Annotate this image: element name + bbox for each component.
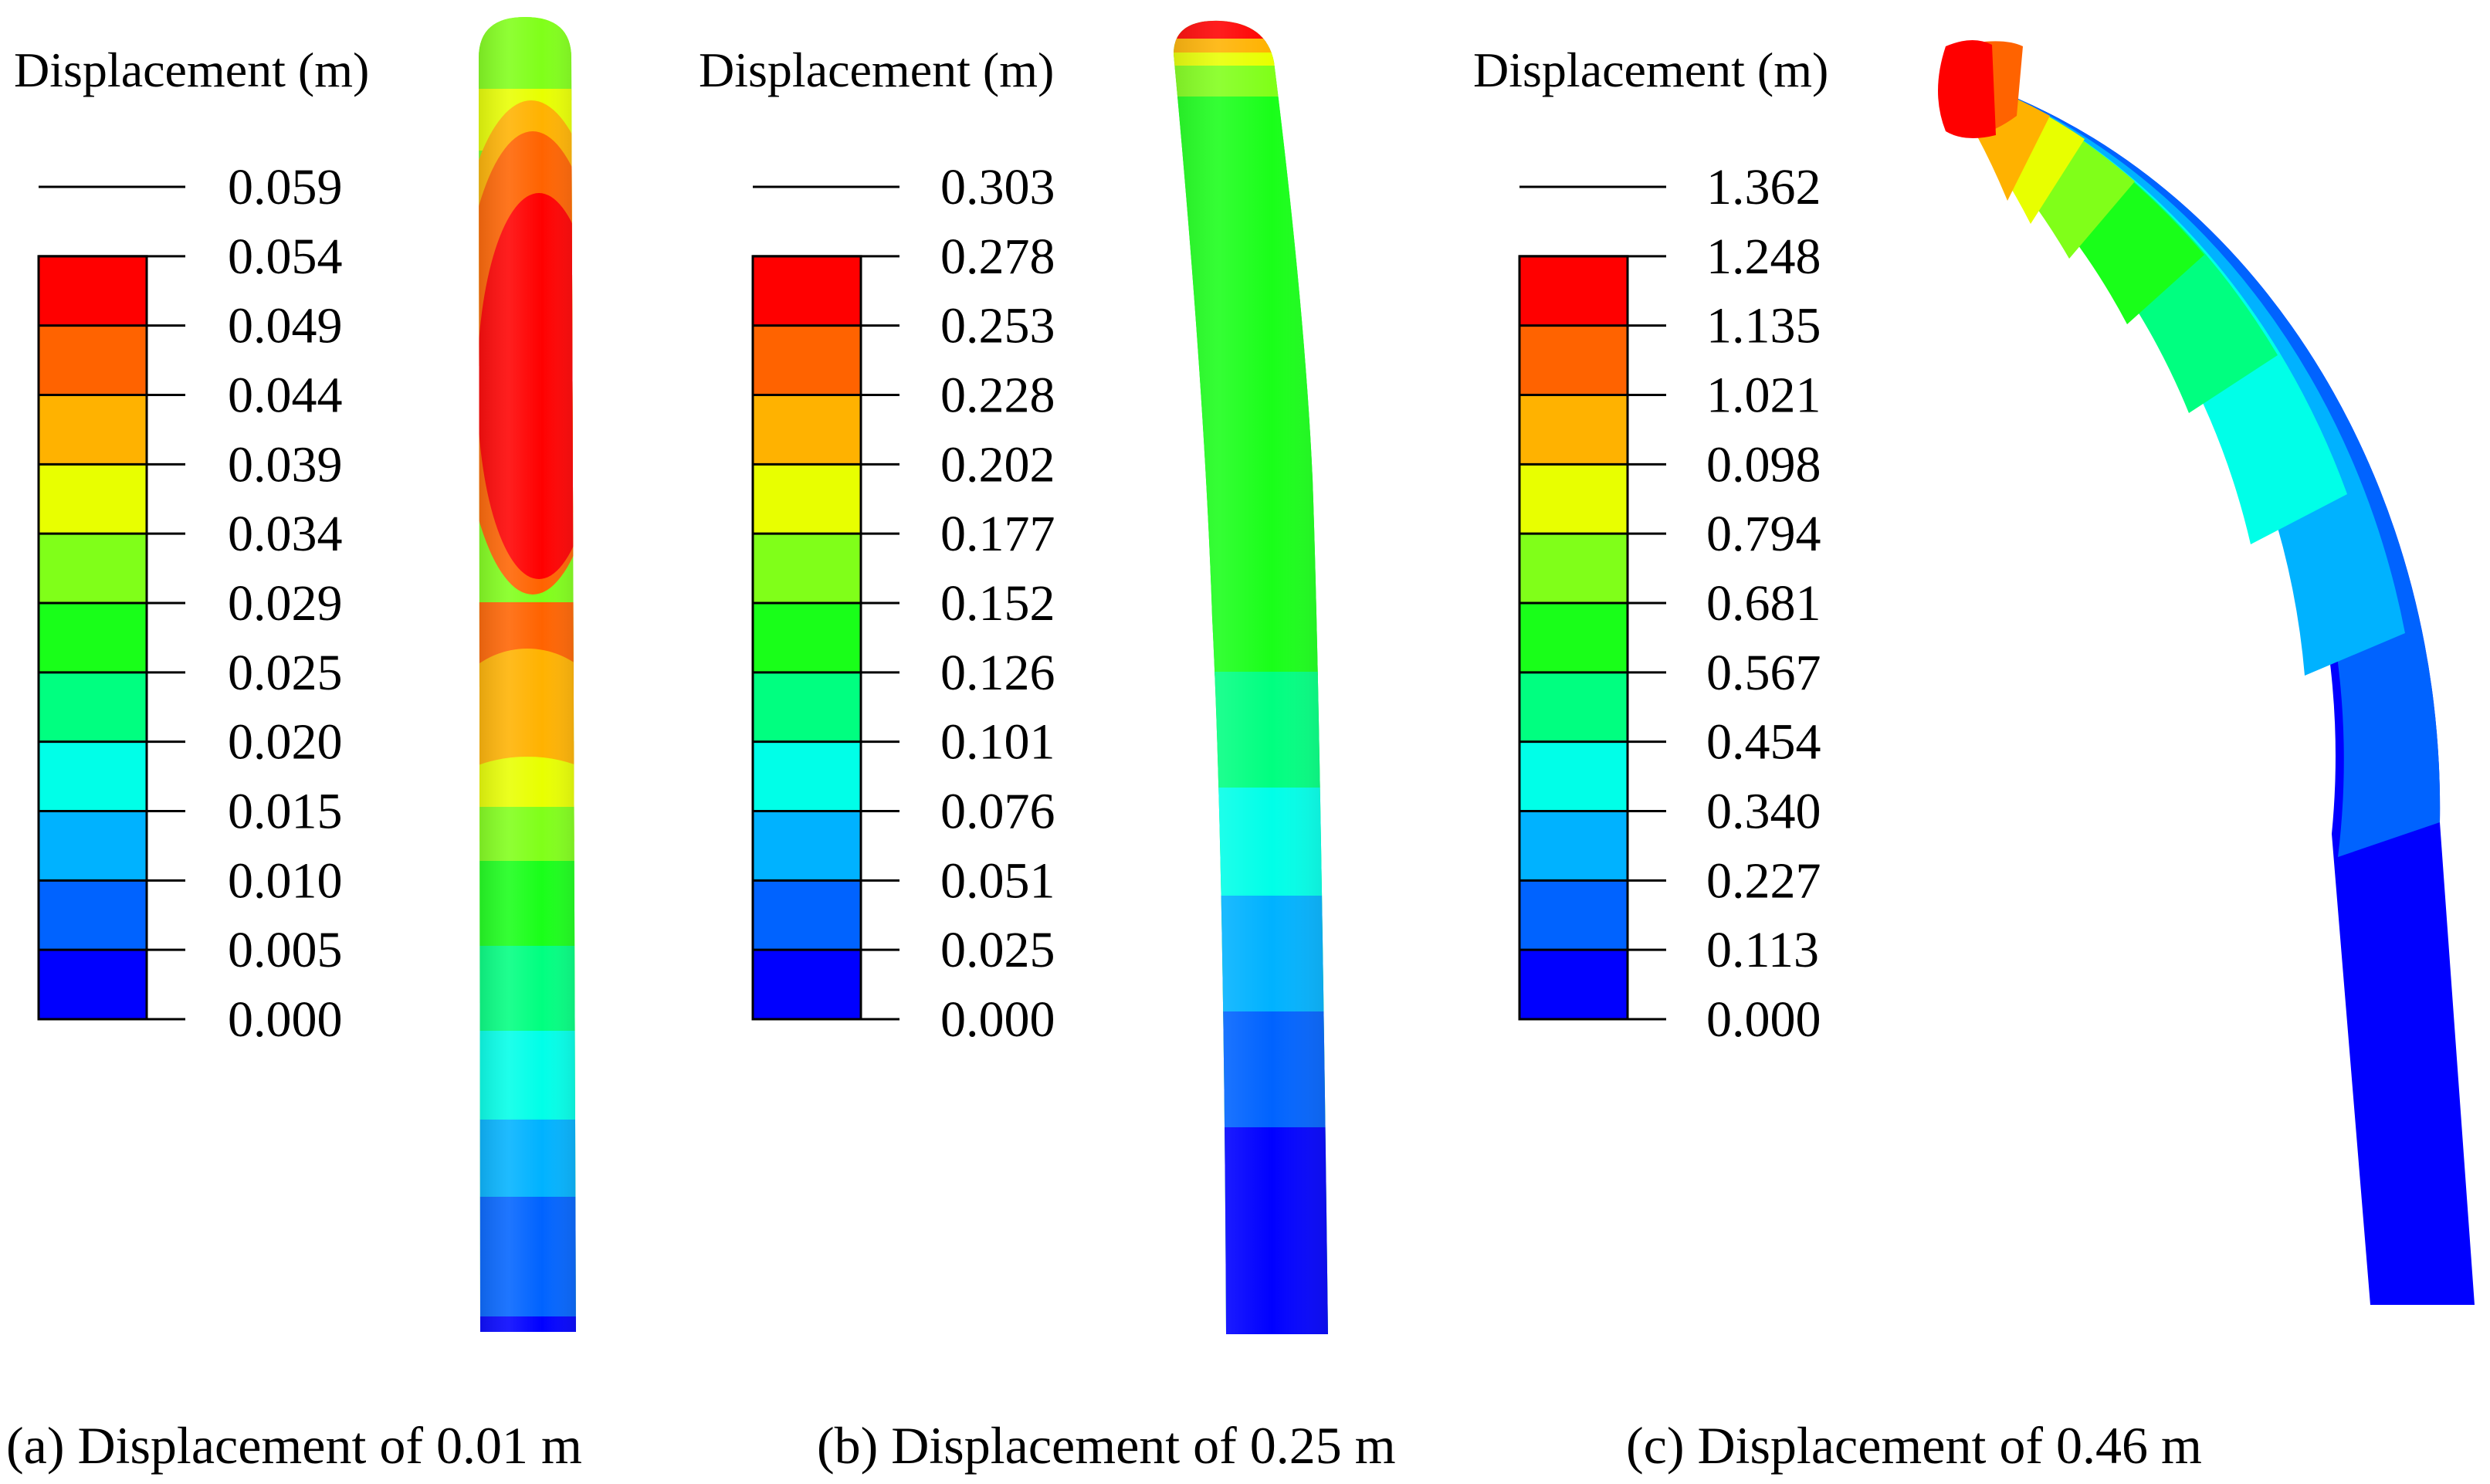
legend-tick-label: 0.794 bbox=[1706, 506, 1821, 562]
legend-tick-label: 0.010 bbox=[228, 852, 343, 909]
legend-tick-label: 1.135 bbox=[1706, 298, 1821, 354]
legend-swatch bbox=[753, 325, 861, 395]
legend-swatch bbox=[753, 880, 861, 950]
legend-tick-label: 0.049 bbox=[228, 298, 343, 354]
legend-swatch bbox=[39, 741, 147, 811]
legend-swatch bbox=[753, 534, 861, 603]
legend-swatch bbox=[753, 464, 861, 534]
legend-title: Displacement (m) bbox=[699, 42, 1054, 97]
tube-a bbox=[479, 17, 576, 1332]
legend-tick-label: 0.303 bbox=[940, 159, 1055, 215]
legend-tick-label: 0.152 bbox=[940, 575, 1055, 632]
legend-tick-label: 0.039 bbox=[228, 436, 343, 493]
legend-swatch bbox=[1519, 256, 1628, 326]
legend-swatch bbox=[753, 603, 861, 673]
legend-tick-label: 1.362 bbox=[1706, 159, 1821, 215]
legend-tick-label: 0.227 bbox=[1706, 852, 1821, 909]
legend-swatch bbox=[1519, 395, 1628, 465]
legend-tick-label: 0.015 bbox=[228, 784, 343, 840]
legend-c: Displacement (m) 1.362 1.248 1.135 1.021 0.09… bbox=[1473, 42, 2202, 1475]
legend-tick-label: 0.025 bbox=[228, 645, 343, 701]
legend-tick-label: 0.034 bbox=[228, 506, 343, 562]
legend-tick-label: 0.098 bbox=[1706, 436, 1821, 493]
legend-tick-label: 0.005 bbox=[228, 922, 343, 978]
legend-tick-label: 0.000 bbox=[940, 991, 1055, 1048]
legend-swatch bbox=[1519, 741, 1628, 811]
tube-b bbox=[1174, 20, 1328, 1334]
tube-c bbox=[1938, 39, 2475, 1305]
legend-swatch bbox=[39, 534, 147, 603]
legend-swatch bbox=[39, 880, 147, 950]
legend-swatch bbox=[1519, 464, 1628, 534]
legend-tick-label: 0.025 bbox=[940, 922, 1055, 978]
legend-a: Displacement (m) 0.059 0.054 0.049 0.044 0.03… bbox=[6, 42, 582, 1475]
legend-swatch bbox=[39, 603, 147, 673]
legend-b: Displacement (m) 0.303 0.278 0.253 0.228 0.20… bbox=[699, 42, 1396, 1475]
legend-tick-label: 0.044 bbox=[228, 368, 343, 424]
legend-swatch bbox=[753, 741, 861, 811]
legend-swatch bbox=[1519, 672, 1628, 742]
legend-swatch bbox=[753, 672, 861, 742]
legend-swatch bbox=[753, 395, 861, 465]
legend-tick-label: 0.567 bbox=[1706, 645, 1821, 701]
legend-tick-label: 0.059 bbox=[228, 159, 343, 215]
legend-tick-label: 0.253 bbox=[940, 298, 1055, 354]
legend-swatch bbox=[1519, 603, 1628, 673]
legend-swatch bbox=[39, 325, 147, 395]
legend-tick-label: 0.054 bbox=[228, 229, 343, 285]
legend-swatch bbox=[1519, 325, 1628, 395]
legend-tick-label: 1.248 bbox=[1706, 229, 1821, 285]
legend-swatch bbox=[753, 256, 861, 326]
panel-caption: (c) Displacement of 0.46 m bbox=[1626, 1416, 2202, 1475]
legend-tick-label: 0.202 bbox=[940, 436, 1055, 493]
panel-caption: (a) Displacement of 0.01 m bbox=[6, 1416, 582, 1475]
legend-tick-label: 0.278 bbox=[940, 229, 1055, 285]
legend-tick-label: 0.454 bbox=[1706, 714, 1821, 771]
legend-title: Displacement (m) bbox=[1473, 42, 1828, 97]
legend-tick-label: 0.113 bbox=[1706, 922, 1819, 978]
legend-tick-label: 0.101 bbox=[940, 714, 1055, 771]
legend-swatch bbox=[1519, 950, 1628, 1019]
legend-swatch bbox=[39, 464, 147, 534]
legend-swatch bbox=[753, 950, 861, 1019]
legend-tick-label: 0.051 bbox=[940, 852, 1055, 909]
legend-swatch bbox=[39, 672, 147, 742]
legend-swatch bbox=[39, 950, 147, 1019]
legend-tick-label: 0.076 bbox=[940, 784, 1055, 840]
legend-tick-label: 0.000 bbox=[1706, 991, 1821, 1048]
legend-tick-label: 1.021 bbox=[1706, 368, 1821, 424]
legend-title: Displacement (m) bbox=[14, 42, 369, 97]
legend-swatch bbox=[1519, 811, 1628, 881]
legend-tick-label: 0.000 bbox=[228, 991, 343, 1048]
legend-tick-label: 0.340 bbox=[1706, 784, 1821, 840]
legend-swatch bbox=[39, 811, 147, 881]
legend-swatch bbox=[753, 811, 861, 881]
legend-tick-label: 0.020 bbox=[228, 714, 343, 771]
legend-swatch bbox=[39, 395, 147, 465]
legend-swatch bbox=[1519, 534, 1628, 603]
legend-tick-label: 0.177 bbox=[940, 506, 1055, 562]
legend-tick-label: 0.228 bbox=[940, 368, 1055, 424]
legend-swatch bbox=[39, 256, 147, 326]
legend-tick-label: 0.126 bbox=[940, 645, 1055, 701]
legend-swatch bbox=[1519, 880, 1628, 950]
panel-caption: (b) Displacement of 0.25 m bbox=[817, 1416, 1396, 1475]
legend-tick-label: 0.681 bbox=[1706, 575, 1821, 632]
legend-tick-label: 0.029 bbox=[228, 575, 343, 632]
